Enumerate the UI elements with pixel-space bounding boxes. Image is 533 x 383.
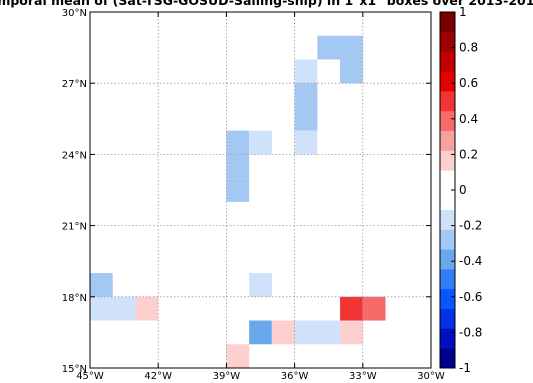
colorbar-segment-16 (440, 31, 455, 52)
heatmap-cell-22 (317, 320, 341, 345)
y-tick-label-1: 18°N (62, 293, 87, 304)
colorbar-segment-2 (440, 308, 455, 329)
colorbar-segment-5 (440, 249, 455, 270)
colorbar-segment-10 (440, 150, 455, 171)
colorbar-label-3: -0.4 (459, 254, 482, 268)
x-tick-label-1: 42°W (144, 371, 172, 382)
colorbar-segment-7 (440, 209, 455, 230)
colorbar-label-2: -0.6 (459, 290, 482, 304)
colorbar-label-10: 1 (459, 5, 467, 19)
colorbar-segment-1 (440, 328, 455, 349)
heatmap-cell-14 (135, 296, 159, 321)
heatmap-cell-18 (340, 320, 363, 345)
y-axis: 15°N 18°N 21°N 24°N 27°N 30°N (62, 8, 431, 375)
colorbar-label-0: -1 (459, 361, 471, 375)
colorbar: -1 -0.8 -0.6 -0.4 -0.2 0 0.2 0.4 0.6 0.8 1 (439, 5, 482, 375)
heatmap-cell-15 (249, 273, 272, 297)
colorbar-segment-8 (440, 190, 455, 211)
heatmap-cell-17 (362, 296, 386, 321)
grid-lines (90, 12, 431, 368)
heatmap-cell-7 (226, 130, 250, 155)
heatmap-cell-8 (249, 130, 272, 155)
y-tick-label-3: 24°N (62, 150, 87, 161)
plot-frame (89, 11, 432, 369)
heatmap-cell-20 (271, 320, 295, 345)
colorbar-label-6: 0.2 (459, 147, 478, 161)
colorbar-segment-15 (440, 51, 455, 72)
colorbar-segment-0 (440, 348, 455, 369)
y-tick-label-4: 27°N (62, 79, 87, 90)
x-tick-label-3: 36°W (281, 371, 309, 382)
colorbar-label-7: 0.4 (459, 112, 478, 126)
x-tick-label-4: 33°W (349, 371, 377, 382)
heatmap-cell-12 (90, 296, 113, 321)
x-tick-label-2: 39°W (213, 371, 241, 382)
colorbar-segment-9 (440, 170, 455, 191)
colorbar-segment-11 (440, 130, 455, 151)
chart-title: emporal mean of (Sat-TSG-GOSUD-Sailing-s… (0, 0, 533, 8)
heatmap-cells (90, 35, 386, 368)
y-tick-label-0: 15°N (62, 364, 87, 375)
heatmap-cell-3 (294, 59, 318, 84)
y-tick-label-5: 30°N (62, 8, 87, 19)
x-tick-label-0: 45°W (76, 371, 104, 382)
heatmap-cell-10 (226, 178, 250, 202)
heatmap-cell-19 (249, 320, 272, 345)
colorbar-segment-4 (440, 269, 455, 290)
colorbar-segment-13 (440, 91, 455, 112)
heatmap-cell-5 (294, 106, 318, 131)
heatmap-cell-21 (294, 320, 318, 345)
heatmap-cell-11 (90, 273, 113, 297)
heatmap-cell-4 (294, 83, 318, 107)
colorbar-label-5: 0 (459, 183, 467, 197)
colorbar-segment-12 (440, 110, 455, 131)
colorbar-label-9: 0.8 (459, 41, 478, 55)
heatmap-cell-2 (340, 59, 363, 84)
colorbar-segment-14 (440, 71, 455, 92)
colorbar-label-8: 0.6 (459, 76, 478, 90)
x-tick-label-5: 30°W (417, 371, 445, 382)
heatmap-cell-13 (112, 296, 136, 321)
colorbar-label-4: -0.2 (459, 219, 482, 233)
heatmap-cell-0 (340, 35, 363, 60)
colorbar-label-1: -0.8 (459, 325, 482, 339)
heatmap-cell-23 (226, 344, 250, 368)
y-tick-label-2: 21°N (62, 222, 87, 233)
heatmap-cell-16 (340, 296, 363, 321)
heatmap-cell-9 (226, 154, 250, 179)
x-axis: 45°W 42°W 39°W 36°W 33°W 30°W (76, 12, 445, 382)
colorbar-segment-17 (440, 12, 455, 33)
colorbar-segment-6 (440, 229, 455, 250)
heatmap-cell-6 (294, 130, 318, 155)
colorbar-segment-3 (440, 288, 455, 309)
heatmap-cell-1 (317, 35, 341, 60)
